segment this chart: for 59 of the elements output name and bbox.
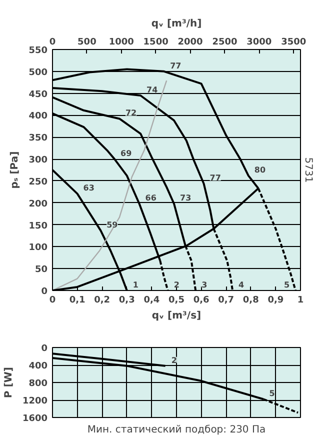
y-tick-label: 300 [28, 156, 48, 166]
x2-tick-label: 1000 [108, 38, 134, 48]
annotation: 72 [125, 108, 137, 118]
annotation: 3 [202, 280, 208, 290]
y-tick-label: 450 [28, 90, 48, 100]
x2-tick-label: 2000 [178, 38, 203, 48]
x2-tick-label: 1500 [143, 38, 168, 48]
annotation: 2 [174, 280, 180, 290]
x-tick-label: 0 [49, 296, 56, 306]
y-tick-label: 1200 [22, 396, 48, 406]
x2-tick-label: 0 [49, 38, 56, 48]
x-tick-label: 0,5 [168, 296, 184, 306]
x-tick-label: 0,1 [69, 296, 86, 306]
x2-tick-label: 3000 [246, 38, 272, 48]
text: Мин. статический подбор: 230 Па [87, 424, 266, 436]
x-tick-label: 1 [297, 296, 304, 306]
y-tick-label: 500 [28, 68, 48, 78]
x-tick-label: 0,4 [144, 296, 160, 306]
y-tick-label: 0 [41, 344, 48, 354]
y-tick-label: 1600 [22, 414, 48, 424]
x2-tick-label: 500 [78, 38, 96, 48]
y-tick-label: 150 [28, 221, 48, 232]
x-tick-label: 0,9 [268, 296, 284, 306]
y-tick-label: 400 [28, 112, 48, 122]
y-tick-label: 800 [28, 379, 48, 389]
annotation: 4 [238, 280, 245, 290]
annotation: 1 [132, 280, 139, 290]
annotation: 74 [146, 86, 158, 95]
annotation: 80 [254, 166, 266, 175]
y-axis-title: pₛ [Pa] [10, 151, 21, 189]
y-tick-label: 0 [41, 287, 48, 297]
y-axis-title: P [W] [3, 367, 14, 398]
y-tick-label: 100 [28, 243, 48, 254]
annotation: 5 [269, 389, 276, 398]
y-tick-label: 50 [34, 265, 48, 276]
x-axis-title: qᵥ [m³/s] [152, 310, 202, 322]
annotation: 77 [170, 61, 182, 70]
annotation: 5 [284, 280, 290, 290]
annotation: 73 [180, 194, 192, 203]
x-tick-label: 0,2 [94, 296, 110, 306]
annotation: 2 [171, 356, 177, 365]
x-tick-label: 0,8 [242, 296, 259, 306]
x2-tick-label: 3500 [281, 38, 306, 48]
y-tick-label: 200 [28, 199, 48, 210]
x2-tick-label: 2500 [212, 38, 238, 48]
annotation: 63 [83, 184, 94, 193]
y-tick-label: 350 [28, 134, 48, 144]
annotation: 66 [145, 194, 157, 203]
y-tick-label: 250 [28, 177, 48, 188]
annotation: 69 [120, 149, 132, 158]
x-tick-label: 0,3 [118, 296, 135, 306]
x-tick-label: 0,6 [193, 296, 210, 306]
annotation: 77 [210, 174, 221, 183]
text: 5731 [302, 157, 314, 183]
x2-axis-title: qᵥ [m³/h] [151, 18, 202, 30]
y-tick-label: 400 [28, 362, 48, 372]
annotation: 59 [106, 220, 118, 230]
x-tick-label: 0,7 [218, 296, 234, 306]
y-tick-label: 550 [28, 46, 48, 56]
